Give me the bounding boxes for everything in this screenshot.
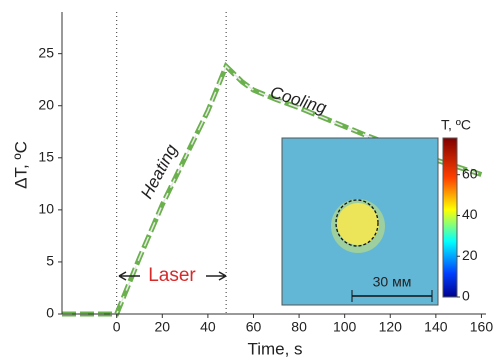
x-tick-label: 160	[470, 319, 494, 335]
colorbar-title: T, ºC	[441, 117, 471, 133]
x-axis-label: Time, s	[247, 339, 302, 358]
inset: 30 мм T, ºC 0 20 40 60	[282, 117, 478, 305]
y-tick-label: 5	[46, 253, 54, 269]
y-tick-label: 10	[38, 201, 54, 217]
annotation: Laser	[148, 265, 196, 286]
colorbar	[443, 138, 457, 297]
y-tick-label: 15	[38, 148, 54, 164]
y-tick-label: 20	[38, 96, 54, 112]
annotation: Heating	[137, 141, 182, 202]
x-tick-label: 80	[291, 319, 307, 335]
colorbar-tick-label: 20	[462, 247, 478, 263]
x-tick-label: 100	[333, 319, 357, 335]
x-tick-label: 140	[424, 319, 448, 335]
y-axis-label: ΔT, ºC	[11, 141, 30, 189]
y-tick-label: 0	[46, 305, 54, 321]
y-tick-label: 25	[38, 44, 54, 60]
annotation: Cooling	[268, 83, 329, 118]
colorbar-tick-label: 60	[462, 165, 478, 181]
x-tick-label: 40	[200, 319, 216, 335]
x-tick-label: 20	[155, 319, 171, 335]
chart: Time, s ΔT, ºC Heating Cooling Laser 30 …	[0, 0, 497, 360]
x-tick-label: 0	[113, 319, 121, 335]
colorbar-tick-label: 0	[462, 288, 470, 304]
scale-bar-label: 30 мм	[373, 274, 412, 290]
colorbar-tick-label: 40	[462, 206, 478, 222]
x-tick-label: 60	[246, 319, 262, 335]
x-tick-label: 120	[379, 319, 403, 335]
